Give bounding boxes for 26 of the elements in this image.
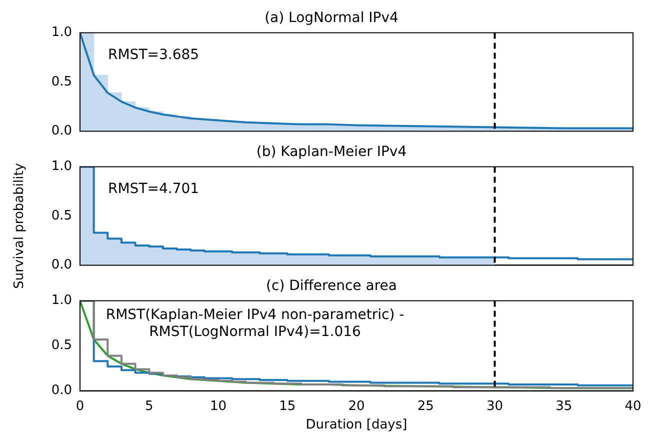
chart-title: (a) LogNormal IPv4: [264, 10, 399, 26]
x-tick-label: 0: [76, 398, 84, 414]
y-tick-label: 1.0: [51, 159, 72, 174]
x-tick-label: 20: [348, 398, 365, 414]
y-tick-label: 0.5: [51, 208, 72, 224]
chart-title: (b) Kaplan-Meier IPv4: [256, 144, 407, 160]
x-axis-title: Duration [days]: [306, 418, 408, 433]
x-tick-label: 15: [279, 398, 296, 414]
y-tick-label: 0.5: [51, 74, 72, 90]
y-axis-title: Survival probability: [12, 162, 26, 288]
x-tick-label: 40: [624, 398, 642, 414]
annotation: RMST(Kaplan-Meier IPv4 non-parametric) - RMST(LogNormal IPv4)=1.016: [106, 306, 404, 340]
x-tick-label: 5: [144, 398, 154, 414]
y-tick-label: 1.0: [51, 25, 72, 40]
y-tick-label: 0.0: [51, 258, 72, 273]
chart-title: (c) Difference area: [266, 278, 397, 294]
x-tick-label: 30: [486, 398, 504, 414]
y-tick-label: 0.0: [51, 124, 72, 139]
x-tick-label: 25: [417, 398, 434, 414]
x-tick-label: 10: [210, 398, 227, 414]
annotation: RMST=4.701: [108, 180, 200, 197]
y-tick-label: 0.0: [51, 383, 72, 398]
x-tick-label: 35: [556, 398, 572, 414]
y-tick-label: 0.5: [51, 338, 72, 354]
annotation: RMST=3.685: [108, 46, 200, 63]
y-tick-label: 1.0: [51, 293, 72, 308]
